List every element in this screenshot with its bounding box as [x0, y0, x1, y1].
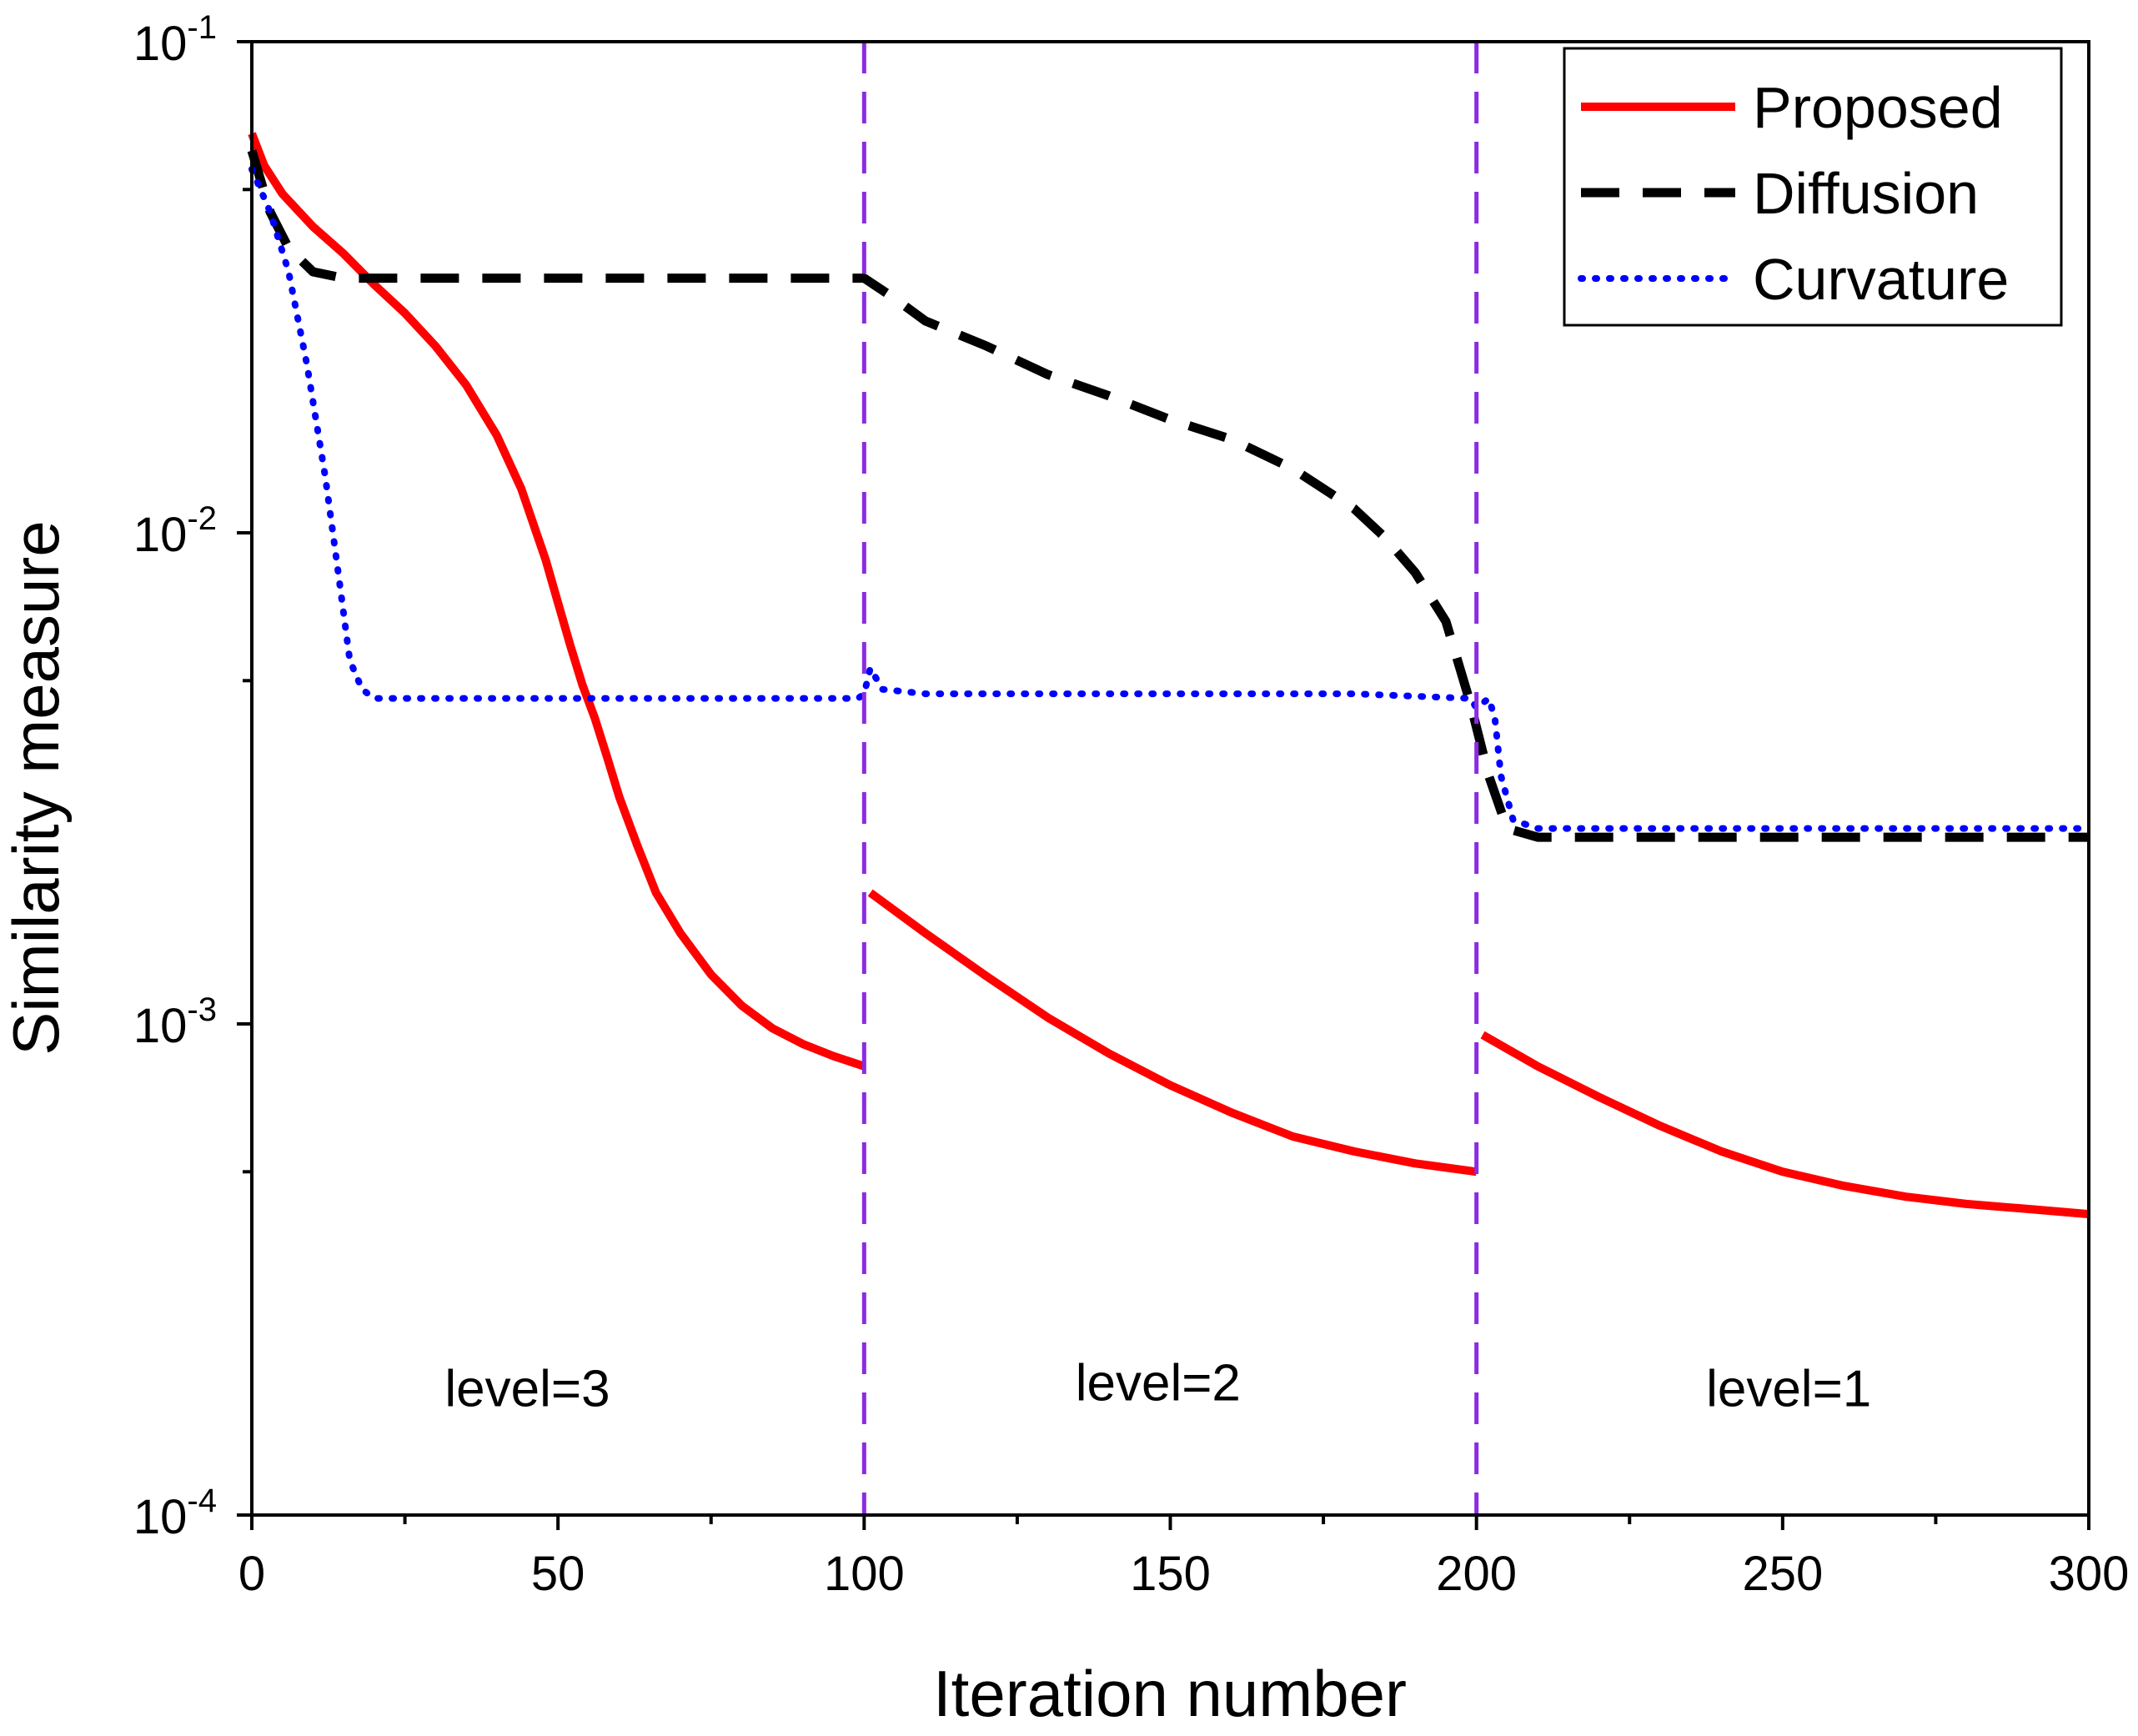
x-tick-label: 50: [531, 1547, 585, 1601]
y-tick-label: 10-1: [133, 9, 217, 71]
x-axis-title: Iteration number: [933, 1657, 1407, 1730]
series-line-proposed-segment-3: [1480, 1031, 2090, 1219]
level-labels: level=3 level=2 level=1: [444, 1355, 1871, 1418]
level-label: level=3: [444, 1361, 610, 1418]
legend-box: [1563, 47, 2063, 327]
y-tick-label: 10-4: [133, 1483, 217, 1544]
y-tick-exponent: -3: [187, 991, 217, 1028]
x-tick-label: 300: [2049, 1547, 2130, 1601]
x-tick-label: 150: [1130, 1547, 1211, 1601]
legend-label-curvature: Curvature: [1753, 247, 2009, 312]
level-label: level=2: [1076, 1355, 1241, 1412]
y-tick-exponent: -1: [187, 9, 217, 46]
axes: 0 50 100 150 200 250 300 10-1 10-2 10-3 10-4: [133, 9, 2129, 1601]
series-line-proposed-segment-1: [248, 132, 866, 1071]
y-tick-label: 10-2: [133, 500, 217, 562]
legend: Proposed Diffusion Curvature: [1563, 47, 2063, 327]
level-boundaries: [861, 42, 1479, 1515]
x-tick-label: 0: [238, 1547, 265, 1601]
series-line-proposed-segment-2: [867, 889, 1478, 1177]
series-line-curvature-segment-1: [248, 165, 2092, 832]
x-tick-label: 250: [1742, 1547, 1823, 1601]
y-tick-label: 10-3: [133, 991, 217, 1053]
series-line-diffusion-segment-1: [247, 149, 2089, 842]
legend-label-proposed: Proposed: [1753, 75, 2003, 140]
legend-label-diffusion: Diffusion: [1753, 161, 1979, 226]
plot-lines: [247, 132, 2092, 1219]
y-tick-exponent: -2: [187, 500, 217, 537]
x-tick-label: 100: [824, 1547, 905, 1601]
y-axis-title: Similarity measure: [0, 520, 73, 1055]
y-tick-exponent: -4: [187, 1483, 217, 1519]
x-tick-label: 200: [1436, 1547, 1517, 1601]
level-label: level=1: [1706, 1361, 1871, 1418]
